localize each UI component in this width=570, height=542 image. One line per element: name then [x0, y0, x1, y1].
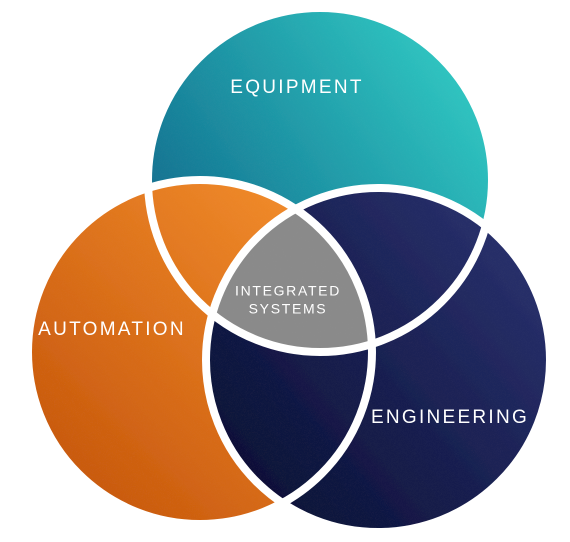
- center-line2: SYSTEMS: [235, 300, 341, 318]
- venn-diagram: EQUIPMENT AUTOMATION ENGINEERING INTEGRA…: [0, 0, 570, 542]
- label-integrated-systems: INTEGRATED SYSTEMS: [235, 283, 341, 318]
- label-equipment: EQUIPMENT: [230, 77, 363, 99]
- label-automation: AUTOMATION: [38, 319, 186, 341]
- label-engineering: ENGINEERING: [371, 407, 529, 429]
- center-line1: INTEGRATED: [235, 283, 341, 301]
